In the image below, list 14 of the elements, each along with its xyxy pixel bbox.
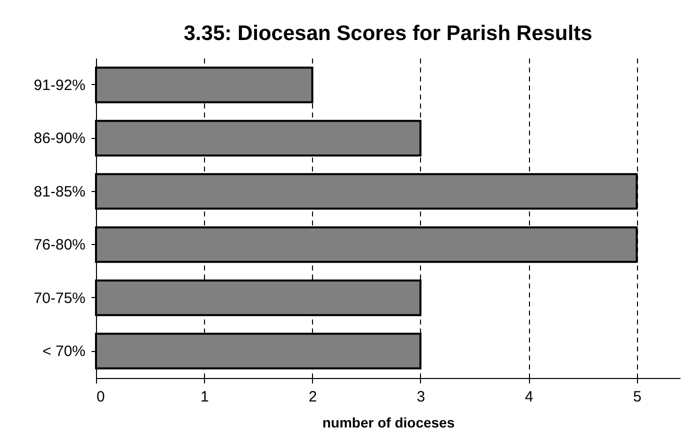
y-tick-label: 91-92% (34, 76, 86, 94)
x-tick-label: 4 (524, 388, 534, 406)
x-tick-label: 2 (308, 388, 317, 406)
x-tick-label: 0 (96, 388, 105, 406)
y-tick-label: 81-85% (34, 183, 86, 200)
y-tick-label: 70-75% (34, 290, 86, 307)
y-tick-label: 76-80% (34, 236, 86, 254)
x-tick-label: 3 (416, 388, 426, 406)
x-tick-label: 1 (200, 388, 209, 406)
y-tick-label: 86-90% (34, 130, 86, 148)
x-tick-label: 5 (633, 388, 642, 406)
x-axis-title: number of dioceses (322, 414, 455, 430)
y-tick-label: < 70% (42, 343, 86, 360)
chart-title: 3.35: Diocesan Scores for Parish Results (184, 22, 592, 45)
